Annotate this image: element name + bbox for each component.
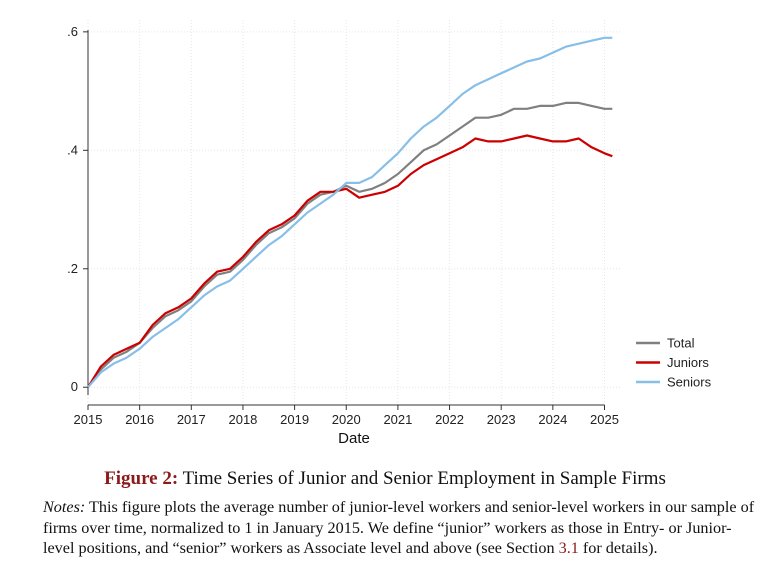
- legend-label-juniors: Juniors: [667, 355, 709, 370]
- y-tick-label: 0: [71, 379, 78, 394]
- series-line-seniors: [87, 36, 613, 388]
- x-tick-label: 2021: [383, 412, 412, 427]
- x-tick-label: 2024: [538, 412, 567, 427]
- x-tick-label: 2016: [125, 412, 154, 427]
- legend: Total Juniors Seniors: [636, 336, 712, 390]
- x-tick-label: 2022: [435, 412, 464, 427]
- figure-title: Time Series of Junior and Senior Employm…: [182, 468, 666, 489]
- x-tick-label: 2017: [177, 412, 206, 427]
- gridlines: [87, 20, 620, 405]
- y-tick-label: .4: [67, 142, 78, 157]
- y-axis: 0 .2 .4 .6: [67, 24, 89, 395]
- y-tick-label: .2: [67, 261, 78, 276]
- notes-label: Notes:: [43, 498, 86, 516]
- x-tick-label: 2025: [590, 412, 619, 427]
- legend-label-total: Total: [667, 336, 695, 351]
- section-reference-link[interactable]: 3.1: [558, 539, 579, 557]
- x-axis-title: Date: [338, 430, 370, 447]
- x-tick-label: 2023: [487, 412, 516, 427]
- figure-caption: Figure 2: Time Series of Junior and Seni…: [0, 468, 770, 490]
- x-tick-label: 2015: [74, 412, 103, 427]
- series-lines: [87, 36, 613, 388]
- y-tick-label: .6: [67, 24, 78, 39]
- line-chart: 0 .2 .4 .6 2015 2016 2017 2018 2019 2020 2021 2022…: [67, 20, 712, 447]
- x-tick-label: 2018: [228, 412, 257, 427]
- figure-label: Figure 2:: [104, 468, 179, 489]
- series-line-juniors: [87, 134, 613, 388]
- figure-notes: Notes: This figure plots the average num…: [43, 497, 758, 559]
- x-tick-label: 2020: [332, 412, 361, 427]
- series-line-total: [87, 101, 613, 388]
- notes-text-end: for details).: [582, 539, 658, 557]
- x-tick-label: 2019: [280, 412, 309, 427]
- notes-text: This figure plots the average number of …: [43, 498, 755, 557]
- legend-label-seniors: Seniors: [667, 375, 712, 390]
- x-axis: 2015 2016 2017 2018 2019 2020 2021 2022 2023 2024…: [74, 404, 619, 427]
